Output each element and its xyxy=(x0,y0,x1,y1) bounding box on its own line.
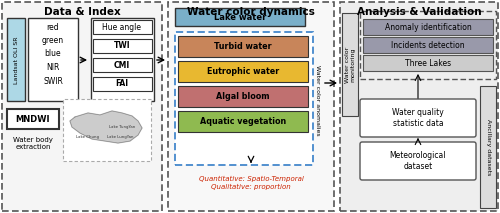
Bar xyxy=(363,37,493,53)
Bar xyxy=(175,8,305,26)
Bar xyxy=(178,61,308,82)
FancyBboxPatch shape xyxy=(360,99,476,137)
Text: Data & Index: Data & Index xyxy=(44,7,120,17)
Text: MNDWI: MNDWI xyxy=(16,115,50,124)
Bar xyxy=(2,2,162,211)
FancyBboxPatch shape xyxy=(360,142,476,180)
Bar xyxy=(168,2,334,211)
Text: Incidents detection: Incidents detection xyxy=(391,40,465,49)
Bar xyxy=(93,58,152,72)
Text: Anomaly identification: Anomaly identification xyxy=(384,23,472,32)
Text: Water quality
statistic data: Water quality statistic data xyxy=(392,108,444,128)
Text: Algal bloom: Algal bloom xyxy=(216,92,270,101)
Text: Lake TungYan: Lake TungYan xyxy=(109,125,135,129)
Text: Lake water: Lake water xyxy=(214,13,266,22)
Polygon shape xyxy=(70,111,142,143)
Text: Meteorological
dataset: Meteorological dataset xyxy=(390,151,446,171)
Text: Water body
extraction: Water body extraction xyxy=(13,137,53,150)
Bar xyxy=(360,11,496,79)
Text: red: red xyxy=(46,23,60,32)
Bar xyxy=(363,55,493,71)
Text: FAI: FAI xyxy=(116,79,128,88)
Text: Three Lakes: Three Lakes xyxy=(405,59,451,68)
Bar xyxy=(93,20,152,34)
Bar xyxy=(178,86,308,107)
Text: Ancillary datasets: Ancillary datasets xyxy=(486,119,490,175)
Text: Aquatic vegetation: Aquatic vegetation xyxy=(200,117,286,126)
Text: Quantitative: Spatio-Temporal
Qualitative: proportion: Quantitative: Spatio-Temporal Qualitativ… xyxy=(198,176,304,190)
Bar xyxy=(175,32,313,165)
Text: Eutrophic water: Eutrophic water xyxy=(207,67,279,76)
Bar xyxy=(363,19,493,35)
Text: Turbid water: Turbid water xyxy=(214,42,272,51)
Bar xyxy=(28,18,78,101)
Bar xyxy=(342,13,358,116)
Text: Lake Chung: Lake Chung xyxy=(76,135,100,139)
Text: Analysis & Validation: Analysis & Validation xyxy=(356,7,482,17)
Bar xyxy=(178,36,308,57)
Bar xyxy=(178,111,308,132)
Text: Landsat OLI SR: Landsat OLI SR xyxy=(14,36,18,84)
Bar xyxy=(7,109,59,129)
Text: CMI: CMI xyxy=(114,60,130,69)
Bar xyxy=(93,77,152,91)
Bar xyxy=(91,18,154,101)
Text: green: green xyxy=(42,36,64,45)
Text: NIR: NIR xyxy=(46,63,60,72)
Bar xyxy=(93,39,152,53)
Text: Water color dynamics: Water color dynamics xyxy=(187,7,315,17)
Bar xyxy=(7,18,25,101)
Text: Water color
monitoring: Water color monitoring xyxy=(344,47,356,83)
Text: TWI: TWI xyxy=(114,42,130,50)
Text: blue: blue xyxy=(44,49,62,59)
Text: Lake LungYan: Lake LungYan xyxy=(107,135,133,139)
Bar xyxy=(340,2,498,211)
Text: Hue angle: Hue angle xyxy=(102,23,142,32)
Text: SWIR: SWIR xyxy=(43,76,63,85)
Bar xyxy=(480,86,496,208)
Bar xyxy=(63,99,151,161)
Text: Water color anomalies: Water color anomalies xyxy=(316,65,320,135)
